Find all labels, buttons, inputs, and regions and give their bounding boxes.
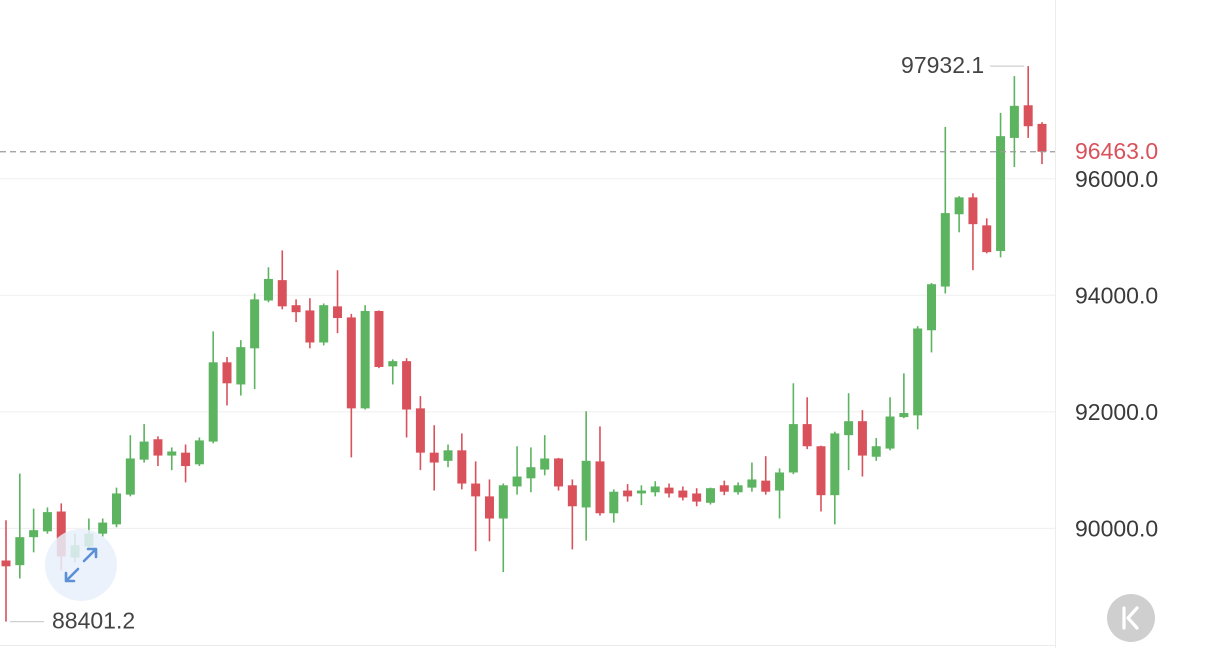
candle-body [899,413,909,418]
candle-body [857,421,867,456]
candle-body [968,197,978,225]
grid [0,178,1055,529]
candle-body [623,490,633,497]
candle-body [871,446,881,457]
scroll-latest-bg [1107,594,1155,642]
candle-body [982,225,992,253]
y-tick-label: 96000.0 [1075,166,1158,192]
last-price-label: 96463.0 [1075,138,1158,164]
candle-body [802,424,812,447]
candle-body [291,305,301,313]
candle-body [263,278,273,301]
candle-body [429,452,439,463]
candle-body [1023,105,1033,127]
candle-body [581,460,591,508]
candle-body [415,408,425,453]
candles [1,66,1047,622]
candle-body [567,485,577,507]
y-tick-label: 94000.0 [1075,282,1158,308]
candle-body [222,362,232,384]
candle-body [42,512,52,532]
candle-body [388,361,398,367]
candle-body [333,306,343,319]
candle-body [125,458,135,495]
candle-body [844,421,854,436]
candle-body [29,530,39,538]
candle-body [208,362,218,442]
overlay: 97932.1 88401.2 96463.0 [0,52,1194,634]
candle-body [402,361,412,410]
candle-body [250,299,260,349]
candle-body [194,440,204,465]
candle-body [181,452,191,467]
candle-body [678,490,688,498]
fullscreen-button[interactable] [45,529,117,601]
candle-body [609,491,619,514]
candle-body [498,485,508,519]
candle-body [761,480,771,492]
candle-body [305,310,315,343]
candle-body [747,479,757,488]
candle-body [457,450,467,484]
candle-body [733,485,743,493]
candle-body [526,467,536,479]
candle-body [595,461,605,514]
candle-body [788,424,798,473]
candle-body [374,311,384,367]
fullscreen-icon [64,547,98,583]
candle-body [56,511,66,557]
y-tick-label: 90000.0 [1075,516,1158,542]
candle-body [540,458,550,470]
candle-body [512,476,522,487]
candle-body [443,450,453,461]
candle-body [885,416,895,449]
extreme-label: 97932.1 [901,52,984,78]
candle-body [705,488,715,503]
candle-body [636,490,646,494]
candle-body [996,136,1006,251]
candle-body [360,311,370,409]
candle-body [554,458,564,487]
fullscreen-bg [45,529,117,601]
candle-body [484,496,494,519]
candle-body [167,451,177,456]
candle-body [775,472,785,491]
scroll-latest-button[interactable] [1107,594,1155,642]
candle-body [664,487,674,494]
candle-body [1,560,11,567]
extreme-label: 88401.2 [52,608,135,634]
candle-body [913,328,923,416]
candle-body [471,483,481,497]
scroll-latest-icon [1122,606,1139,630]
candle-body [319,305,329,343]
price-axis-panel [1055,0,1206,648]
candle-body [15,537,25,566]
candle-body [816,446,826,496]
candle-body [650,486,660,493]
candle-body [1037,123,1047,152]
candle-body [926,284,936,331]
y-tick-label: 92000.0 [1075,399,1158,425]
candle-body [954,197,964,215]
candle-body [346,317,356,409]
candle-body [830,433,840,496]
candle-body [1009,105,1019,138]
candle-body [940,213,950,287]
candle-body [153,439,163,456]
candle-body [236,347,246,385]
candle-body [112,493,122,525]
candle-body [277,280,287,307]
candle-body [692,493,702,502]
last-price-bg [1064,136,1194,167]
candle-body [139,441,149,460]
candle-body [719,485,729,492]
candle-body [98,522,108,534]
